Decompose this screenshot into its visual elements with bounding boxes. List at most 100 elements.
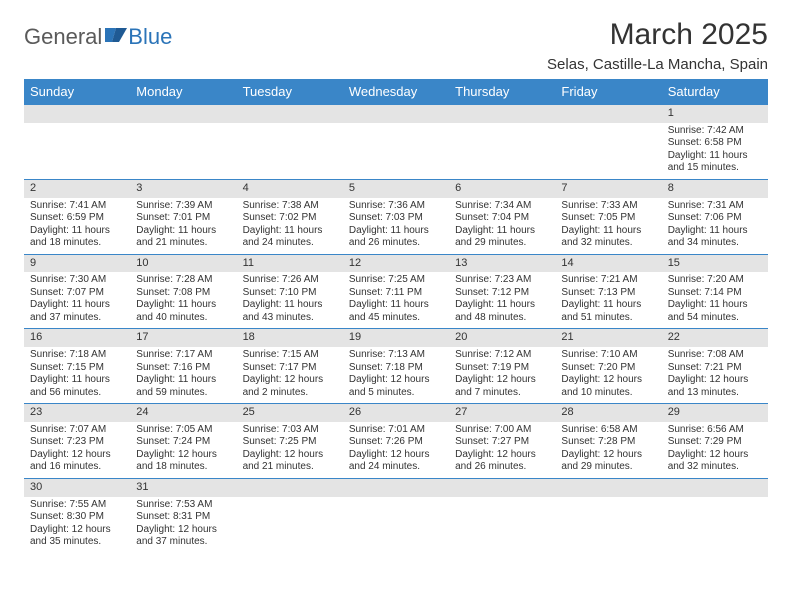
sunrise-text: Sunrise: 7:26 AM: [243, 274, 337, 287]
sunrise-text: Sunrise: 7:23 AM: [455, 274, 549, 287]
day-number: [24, 105, 130, 123]
daylight-text: Daylight: 11 hours and 40 minutes.: [136, 299, 230, 324]
daylight-text: Daylight: 12 hours and 24 minutes.: [349, 449, 443, 474]
day-cell: Sunrise: 6:56 AMSunset: 7:29 PMDaylight:…: [662, 422, 768, 479]
logo-text-part1: General: [24, 24, 102, 50]
daylight-text: Daylight: 11 hours and 48 minutes.: [455, 299, 549, 324]
daylight-text: Daylight: 12 hours and 35 minutes.: [30, 524, 124, 549]
daylight-text: Daylight: 11 hours and 24 minutes.: [243, 225, 337, 250]
day-cell: Sunrise: 7:01 AMSunset: 7:26 PMDaylight:…: [343, 422, 449, 479]
weekday-header: Friday: [555, 79, 661, 105]
sunset-text: Sunset: 7:23 PM: [30, 436, 124, 449]
sunset-text: Sunset: 7:06 PM: [668, 212, 762, 225]
weekday-header: Saturday: [662, 79, 768, 105]
daylight-text: Daylight: 11 hours and 51 minutes.: [561, 299, 655, 324]
day-cell: Sunrise: 7:10 AMSunset: 7:20 PMDaylight:…: [555, 347, 661, 404]
daylight-text: Daylight: 11 hours and 21 minutes.: [136, 225, 230, 250]
page-title: March 2025: [547, 18, 768, 52]
detail-row: Sunrise: 7:41 AMSunset: 6:59 PMDaylight:…: [24, 198, 768, 255]
detail-row: Sunrise: 7:07 AMSunset: 7:23 PM Daylight:…: [24, 422, 768, 479]
day-number: 11: [237, 254, 343, 272]
sunset-text: Sunset: 8:30 PM: [30, 511, 124, 524]
day-number: [343, 105, 449, 123]
sunset-text: Sunset: 7:08 PM: [136, 287, 230, 300]
sunrise-text: Sunrise: 7:12 AM: [455, 349, 549, 362]
day-number: 21: [555, 329, 661, 347]
daylight-text: Daylight: 12 hours and 13 minutes.: [668, 374, 762, 399]
sunset-text: Sunset: 6:58 PM: [668, 137, 762, 150]
sunrise-text: Sunrise: 7:10 AM: [561, 349, 655, 362]
day-number: 1: [662, 105, 768, 123]
sunrise-text: Sunrise: 7:33 AM: [561, 200, 655, 213]
weekday-header: Wednesday: [343, 79, 449, 105]
sunrise-text: Sunrise: 7:17 AM: [136, 349, 230, 362]
weekday-header: Thursday: [449, 79, 555, 105]
day-cell: Sunrise: 7:34 AMSunset: 7:04 PMDaylight:…: [449, 198, 555, 255]
day-number: 10: [130, 254, 236, 272]
sunset-text: Sunset: 7:13 PM: [561, 287, 655, 300]
sunrise-text: Sunrise: 7:25 AM: [349, 274, 443, 287]
detail-row: Sunrise: 7:55 AMSunset: 8:30 PMDaylight:…: [24, 497, 768, 553]
daylight-text: Daylight: 11 hours and 18 minutes.: [30, 225, 124, 250]
day-cell: Sunrise: 7:07 AMSunset: 7:23 PMDaylight:…: [24, 422, 130, 479]
daylight-text: Daylight: 11 hours and 34 minutes.: [668, 225, 762, 250]
sunset-text: Sunset: 7:04 PM: [455, 212, 549, 225]
day-number: 19: [343, 329, 449, 347]
sunrise-text: Sunrise: 7:36 AM: [349, 200, 443, 213]
sunset-text: Sunset: 7:28 PM: [561, 436, 655, 449]
day-number: 31: [130, 478, 236, 496]
day-number: 26: [343, 404, 449, 422]
sunset-text: Sunset: 7:15 PM: [30, 362, 124, 375]
day-number: 6: [449, 179, 555, 197]
sunrise-text: Sunrise: 7:07 AM: [30, 424, 124, 437]
day-number: 3: [130, 179, 236, 197]
day-number: 23: [24, 404, 130, 422]
day-number: 7: [555, 179, 661, 197]
sunrise-text: Sunrise: 7:08 AM: [668, 349, 762, 362]
day-cell: Sunrise: 7:23 AMSunset: 7:12 PMDaylight:…: [449, 272, 555, 329]
location-label: Selas, Castille-La Mancha, Spain: [547, 56, 768, 73]
day-number: [130, 105, 236, 123]
daynum-row: 3031: [24, 478, 768, 496]
day-number: 5: [343, 179, 449, 197]
day-cell: Sunrise: 7:41 AMSunset: 6:59 PMDaylight:…: [24, 198, 130, 255]
sunrise-text: Sunrise: 7:20 AM: [668, 274, 762, 287]
sunrise-text: Sunrise: 7:41 AM: [30, 200, 124, 213]
day-number: [662, 478, 768, 496]
sunrise-text: Sunrise: 7:38 AM: [243, 200, 337, 213]
sunset-text: Sunset: 8:31 PM: [136, 511, 230, 524]
day-number: 17: [130, 329, 236, 347]
daylight-text: Daylight: 11 hours and 54 minutes.: [668, 299, 762, 324]
day-number: 24: [130, 404, 236, 422]
sunset-text: Sunset: 7:21 PM: [668, 362, 762, 375]
weekday-header: Tuesday: [237, 79, 343, 105]
day-cell: Sunrise: 7:39 AMSunset: 7:01 PMDaylight:…: [130, 198, 236, 255]
sunrise-text: Sunrise: 7:31 AM: [668, 200, 762, 213]
daynum-row: 2345678: [24, 179, 768, 197]
day-cell: [130, 123, 236, 180]
sunset-text: Sunset: 7:20 PM: [561, 362, 655, 375]
day-cell: Sunrise: 7:33 AMSunset: 7:05 PMDaylight:…: [555, 198, 661, 255]
daylight-text: Daylight: 12 hours and 2 minutes.: [243, 374, 337, 399]
weekday-header: Monday: [130, 79, 236, 105]
sunrise-text: Sunrise: 7:30 AM: [30, 274, 124, 287]
day-number: 29: [662, 404, 768, 422]
daylight-text: Daylight: 11 hours and 15 minutes.: [668, 150, 762, 175]
sunset-text: Sunset: 7:01 PM: [136, 212, 230, 225]
daylight-text: Daylight: 11 hours and 37 minutes.: [30, 299, 124, 324]
detail-row: Sunrise: 7:30 AMSunset: 7:07 PMDaylight:…: [24, 272, 768, 329]
sunset-text: Sunset: 7:24 PM: [136, 436, 230, 449]
day-cell: Sunrise: 7:13 AMSunset: 7:18 PMDaylight:…: [343, 347, 449, 404]
sunset-text: Sunset: 7:26 PM: [349, 436, 443, 449]
day-number: [237, 105, 343, 123]
day-cell: [449, 497, 555, 553]
day-cell: [449, 123, 555, 180]
daylight-text: Daylight: 11 hours and 26 minutes.: [349, 225, 443, 250]
sunset-text: Sunset: 7:14 PM: [668, 287, 762, 300]
day-number: [237, 478, 343, 496]
sunset-text: Sunset: 7:29 PM: [668, 436, 762, 449]
sunrise-text: Sunrise: 7:01 AM: [349, 424, 443, 437]
calendar-table: Sunday Monday Tuesday Wednesday Thursday…: [24, 79, 768, 553]
day-number: [449, 478, 555, 496]
daylight-text: Daylight: 12 hours and 5 minutes.: [349, 374, 443, 399]
